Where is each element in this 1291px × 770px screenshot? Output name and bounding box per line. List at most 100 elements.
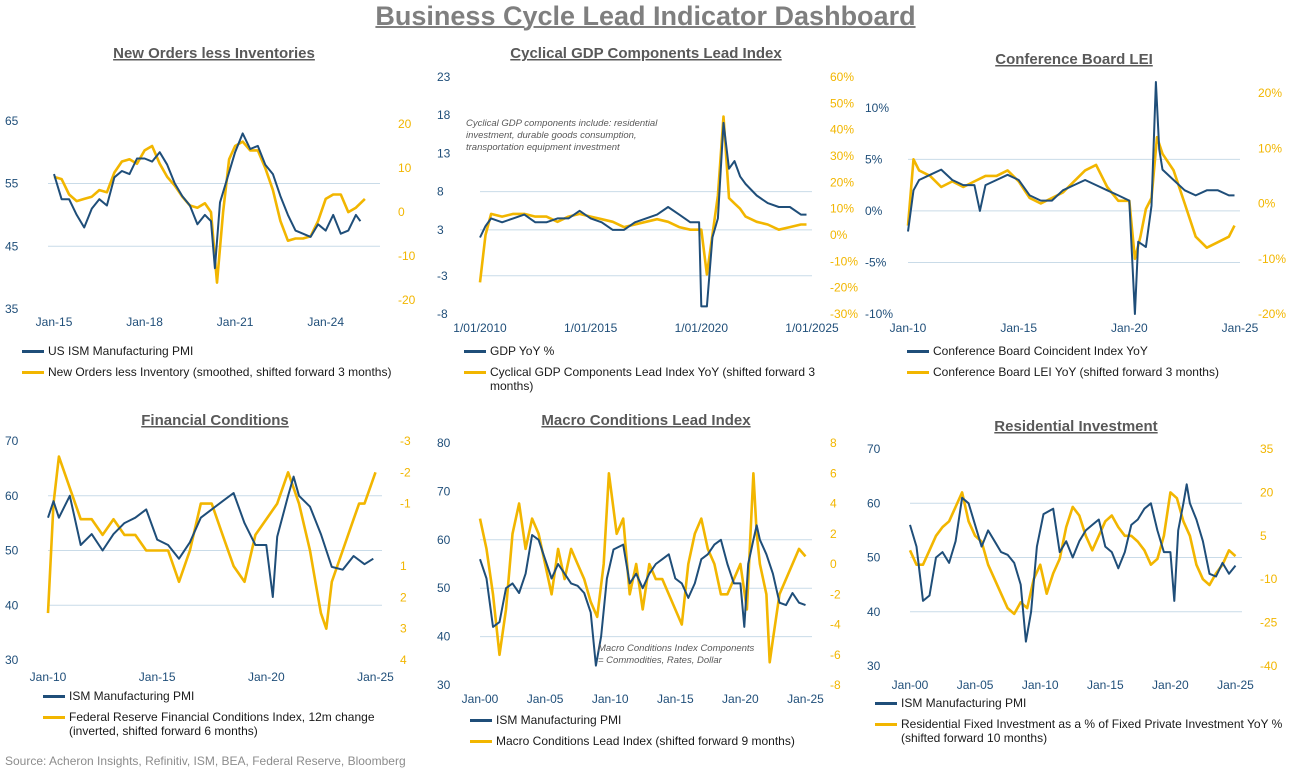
y-left-tick-label: 60 <box>5 489 19 503</box>
series-line-conference-board-lei-yoy-shifted-forward <box>906 135 1236 261</box>
y-right-tick-label: 20 <box>398 117 412 131</box>
x-tick-label: Jan-15 <box>657 692 694 706</box>
legend-item: Residential Fixed Investment as a % of F… <box>875 717 1285 745</box>
legend-label: Cyclical GDP Components Lead Index YoY (… <box>490 365 816 393</box>
y-left-tick-label: -3 <box>437 269 448 283</box>
chart-annotation: = Commodities, Rates, Dollar <box>598 655 723 666</box>
legend-item: ISM Manufacturing PMI <box>875 696 1285 710</box>
legend-swatch <box>22 350 44 353</box>
legend-label: GDP YoY % <box>490 344 555 358</box>
x-tick-label: Jan-25 <box>1222 321 1259 335</box>
chart-title: Financial Conditions <box>141 412 289 429</box>
series-line-ism-manufacturing-pmi <box>479 524 806 667</box>
y-left-tick-label: 70 <box>5 434 19 448</box>
dashboard-title: Business Cycle Lead Indicator Dashboard <box>375 1 916 31</box>
y-left-tick-label: 70 <box>437 484 451 498</box>
y-right-tick-label: 10% <box>1258 141 1282 155</box>
y-left-tick-label: 5% <box>865 152 883 166</box>
y-right-tick-label: -20% <box>1258 307 1286 321</box>
y-left-tick-label: 35 <box>5 302 19 316</box>
x-tick-label: Jan-25 <box>357 670 394 684</box>
y-left-tick-label: 60 <box>867 496 881 510</box>
chart-annotation: investment, durable goods consumption, <box>466 130 637 141</box>
y-right-tick-label: -1 <box>400 497 411 511</box>
chart-title: Residential Investment <box>994 418 1157 435</box>
x-tick-label: Jan-05 <box>957 678 994 692</box>
y-left-tick-label: 3 <box>437 223 444 237</box>
y-right-tick-label: 50% <box>830 96 854 110</box>
series-line-ism-manufacturing-pmi <box>909 483 1237 643</box>
legend-financial-conditions: ISM Manufacturing PMI Federal Reserve Fin… <box>43 689 413 745</box>
y-left-tick-label: 30 <box>867 659 881 673</box>
x-tick-label: Jan-10 <box>890 321 927 335</box>
legend-item: US ISM Manufacturing PMI <box>22 344 422 358</box>
legend-label: ISM Manufacturing PMI <box>496 713 622 727</box>
y-right-tick-label: -25 <box>1260 616 1278 630</box>
legend-label: New Orders less Inventory (smoothed, shi… <box>48 365 392 379</box>
series-line-ism-manufacturing-pmi <box>47 475 374 598</box>
x-tick-label: Jan-20 <box>722 692 759 706</box>
x-tick-label: 1/01/2025 <box>785 321 839 335</box>
y-right-tick-label: 20% <box>830 175 854 189</box>
chart-title: Conference Board LEI <box>995 51 1153 68</box>
y-left-tick-label: 8 <box>437 185 444 199</box>
chart-title: Cyclical GDP Components Lead Index <box>510 45 782 62</box>
y-right-tick-label: 0 <box>398 205 405 219</box>
series-line-cyclical-gdp-components-lead-index-yoy-s <box>478 115 807 283</box>
legend-macro-conditions-lead-index: ISM Manufacturing PMI Macro Conditions Le… <box>470 713 850 755</box>
y-right-tick-label: 4 <box>830 497 837 511</box>
y-right-tick-label: 0 <box>830 557 837 571</box>
legend-swatch <box>43 716 65 719</box>
legend-item: Conference Board Coincident Index YoY <box>907 344 1287 358</box>
y-right-tick-label: 10 <box>398 161 412 175</box>
legend-label: US ISM Manufacturing PMI <box>48 344 194 358</box>
x-tick-label: 1/01/2015 <box>564 321 618 335</box>
y-left-tick-label: 0% <box>865 204 883 218</box>
legend-item: ISM Manufacturing PMI <box>43 689 413 703</box>
x-tick-label: Jan-15 <box>139 670 176 684</box>
legend-swatch <box>907 350 929 353</box>
y-left-tick-label: 30 <box>437 678 451 692</box>
legend-item: New Orders less Inventory (smoothed, shi… <box>22 365 422 379</box>
source-note: Source: Acheron Insights, Refinitiv, ISM… <box>5 754 406 768</box>
y-right-tick-label: -4 <box>830 618 841 632</box>
legend-item: Macro Conditions Lead Index (shifted for… <box>470 734 850 748</box>
y-right-tick-label: 10% <box>830 202 854 216</box>
y-left-tick-label: 30 <box>5 653 19 667</box>
legend-label: Macro Conditions Lead Index (shifted for… <box>496 734 795 748</box>
series-line-residential-fixed-investment-as-a-of-fix <box>908 491 1237 616</box>
y-right-tick-label: 0% <box>1258 197 1276 211</box>
chart-title: New Orders less Inventories <box>113 45 315 62</box>
legend-swatch <box>470 740 492 743</box>
legend-item: GDP YoY % <box>464 344 844 358</box>
chart-financial-conditions: Financial Conditions 30 40 50 60 70 -3 -2 -1 1 2 3 4… <box>5 412 411 684</box>
y-right-tick-label: 35 <box>1260 442 1274 456</box>
x-tick-label: Jan-00 <box>892 678 929 692</box>
y-right-tick-label: 4 <box>400 653 407 667</box>
y-left-tick-label: -5% <box>865 255 887 269</box>
x-tick-label: 1/01/2020 <box>675 321 729 335</box>
y-left-tick-label: 18 <box>437 108 451 122</box>
y-right-tick-label: -20 <box>398 293 416 307</box>
y-right-tick-label: 20 <box>1260 485 1274 499</box>
chart-macro-conditions-lead-index: Macro Conditions Lead Index304050607080-… <box>437 412 841 706</box>
y-right-tick-label: -10% <box>830 254 858 268</box>
series-line-macro-conditions-lead-index-shifted-forw <box>478 472 807 664</box>
x-tick-label: Jan-15 <box>1000 321 1037 335</box>
panel-conference-board-lei: Conference Board LEI -10% -5% 0% 5% 10% -20% -1… <box>860 36 1291 396</box>
y-right-tick-label: -2 <box>400 465 411 479</box>
y-left-tick-label: 40 <box>5 598 19 612</box>
y-right-tick-label: -8 <box>830 678 841 692</box>
legend-label: Residential Fixed Investment as a % of F… <box>901 717 1283 745</box>
legend-swatch <box>22 371 44 374</box>
legend-label: Federal Reserve Financial Conditions Ind… <box>69 710 375 738</box>
y-left-tick-label: 50 <box>5 544 19 558</box>
x-tick-label: 1/01/2010 <box>453 321 507 335</box>
legend-item: ISM Manufacturing PMI <box>470 713 850 727</box>
legend-label: Conference Board LEI YoY (shifted forwar… <box>933 365 1219 379</box>
series-line-gdp-yoy <box>479 121 807 308</box>
y-left-tick-label: 45 <box>5 239 19 253</box>
legend-swatch <box>43 695 65 698</box>
y-right-tick-label: 1 <box>400 559 407 573</box>
series-line-new-orders-less-inventory-smoothed-shift <box>53 140 366 284</box>
